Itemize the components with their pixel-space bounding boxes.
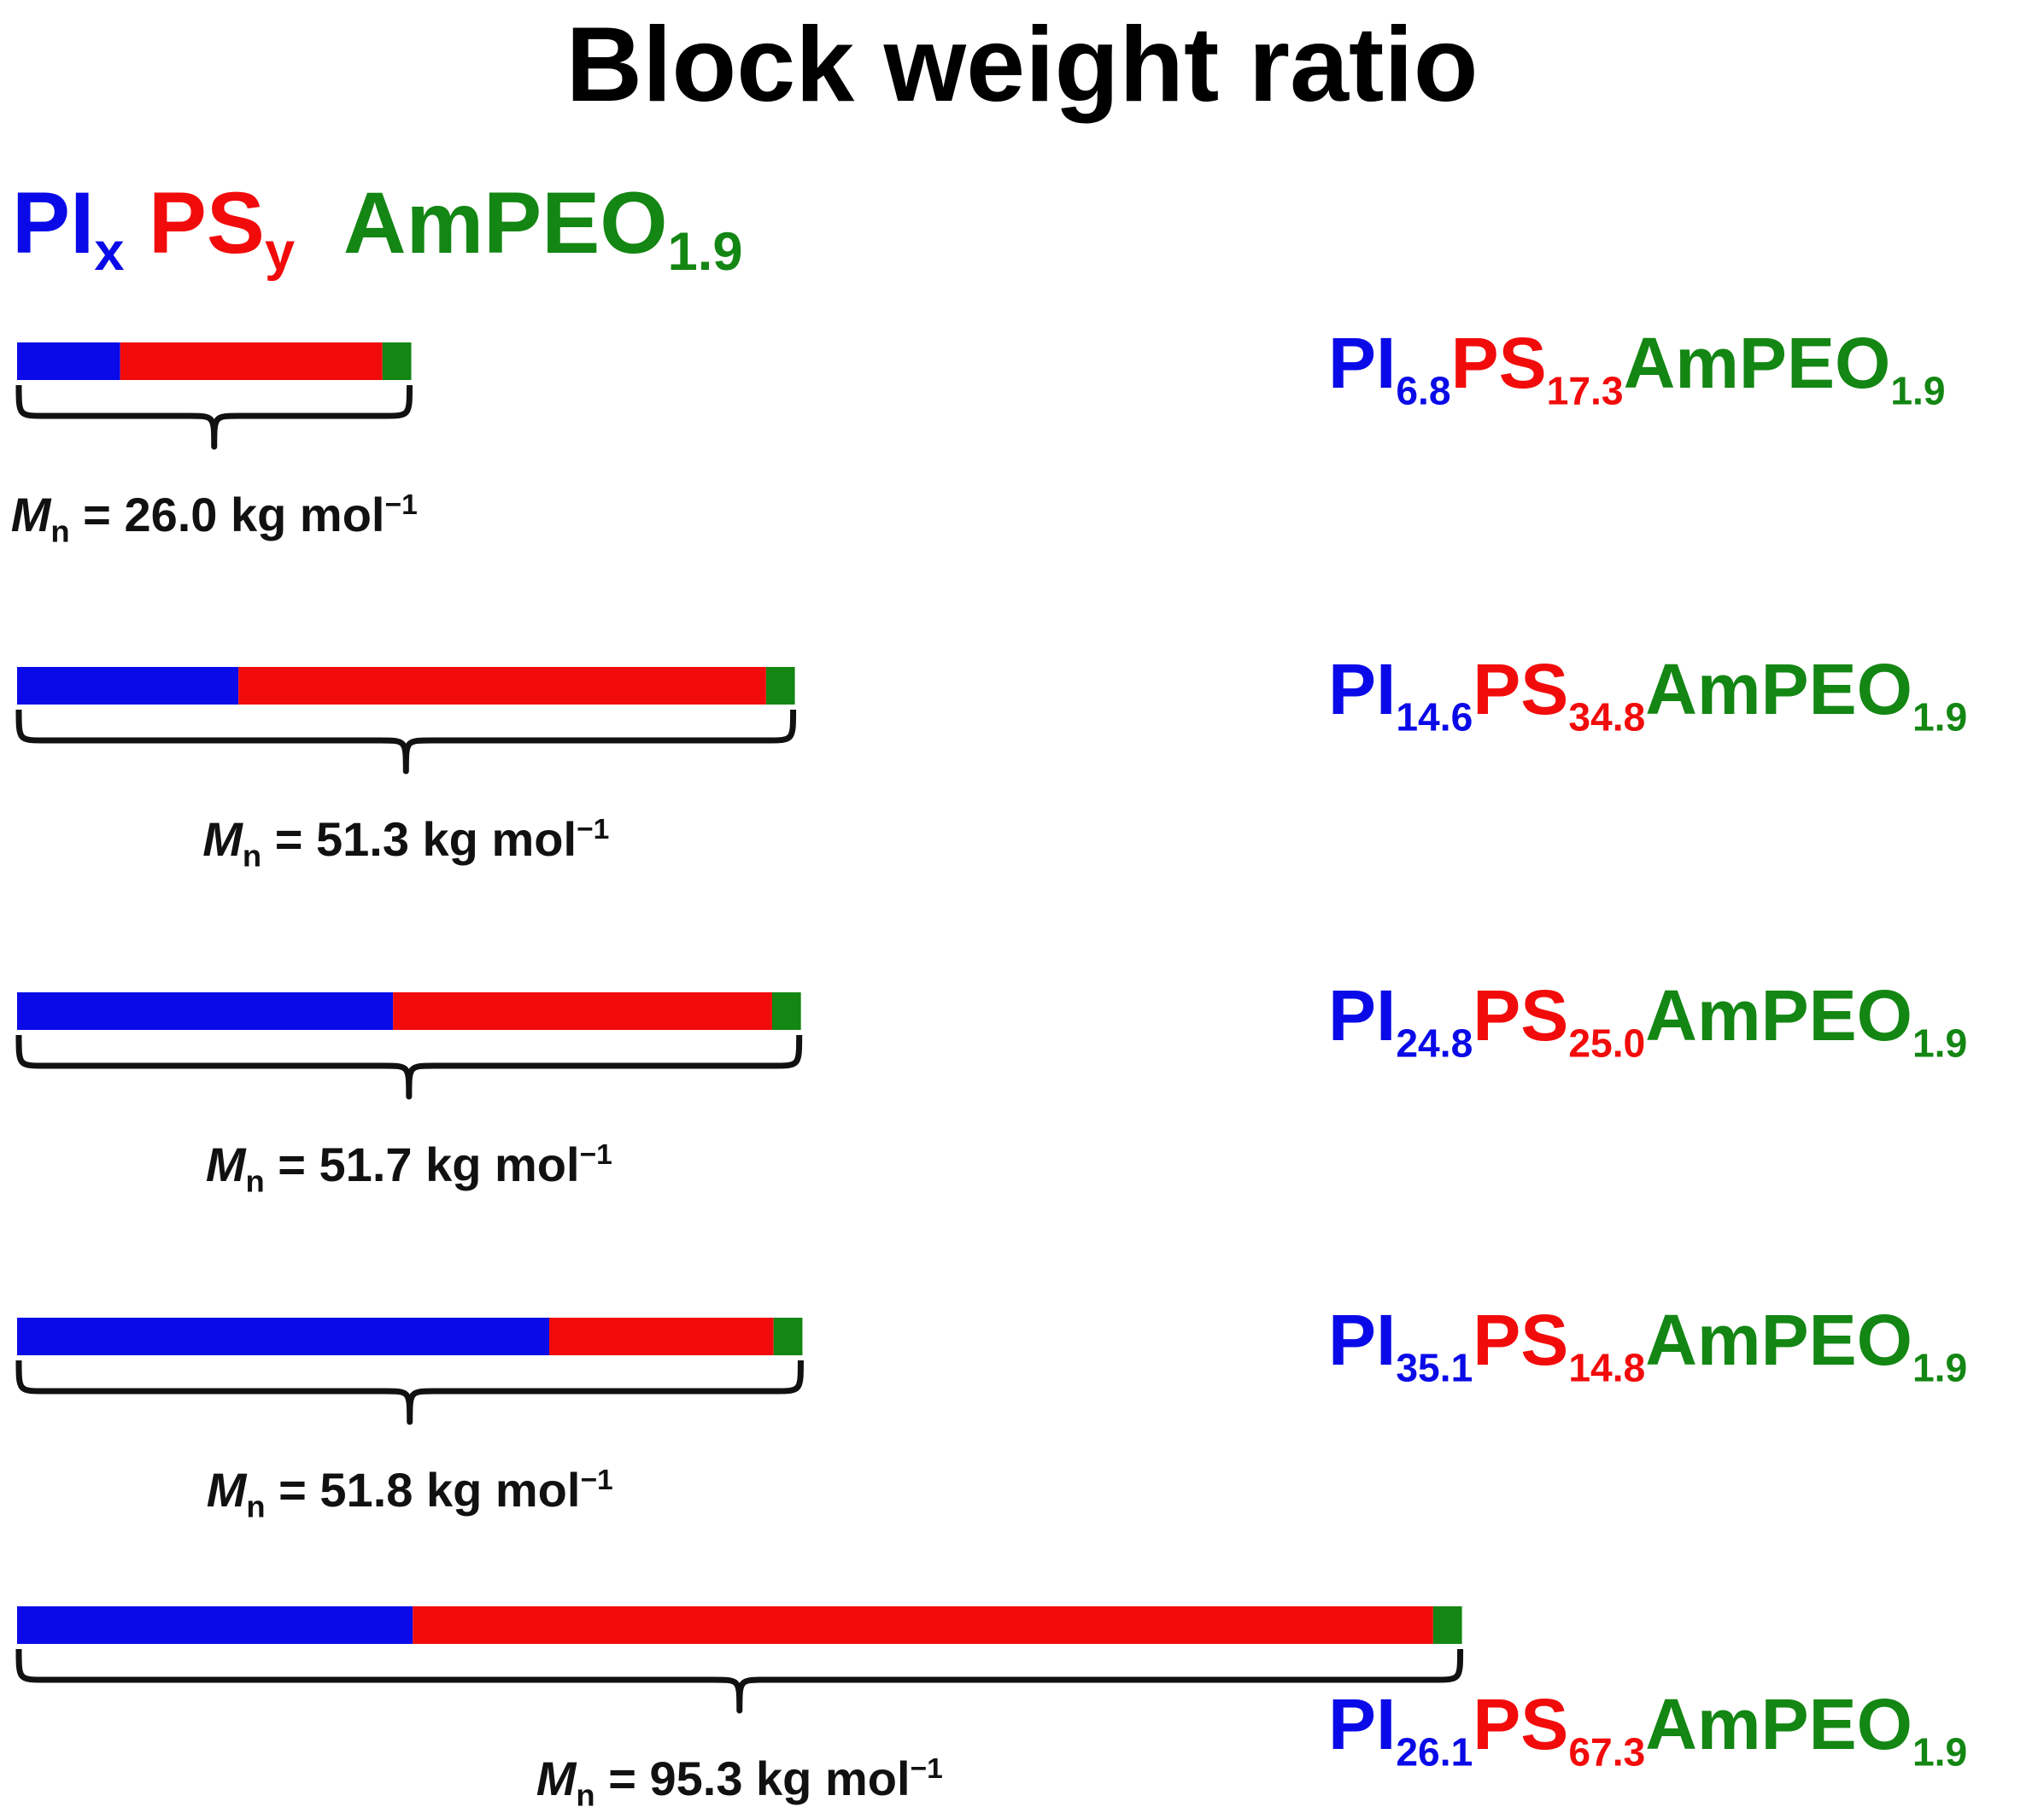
copolymer-formula: PI35.1PS14.8AmPEO1.9 (1328, 1300, 1968, 1390)
ps-block-bar (549, 1318, 774, 1355)
pi-block-bar (17, 1606, 413, 1644)
molar-mass-label: Mn = 51.3 kg mol−1 (202, 812, 610, 874)
peo-block-bar (771, 992, 801, 1030)
chain-brace (15, 1360, 804, 1425)
ps-block-bar (238, 667, 766, 705)
peo-block-bar (773, 1318, 803, 1355)
molar-mass-label: Mn = 26.0 kg mol−1 (10, 488, 418, 549)
pi-block-bar (17, 992, 394, 1030)
legend-ps: PSy (148, 174, 296, 283)
page-title: Block weight ratio (565, 6, 1479, 124)
pi-block-bar (17, 342, 120, 380)
pi-block-bar (17, 667, 239, 705)
molar-mass-label: Mn = 95.3 kg mol−1 (536, 1752, 943, 1813)
molar-mass-label: Mn = 51.7 kg mol−1 (205, 1138, 612, 1199)
copolymer-formula: PI14.6PS34.8AmPEO1.9 (1328, 649, 1968, 740)
peo-block-bar (382, 342, 412, 380)
legend-pi: PIx (12, 174, 125, 283)
peo-block-bar (1432, 1606, 1462, 1644)
ps-block-bar (413, 1606, 1433, 1644)
legend-peo: AmPEO1.9 (343, 174, 743, 283)
block-legend: PIx PSy AmPEO1.9 (12, 179, 743, 279)
ps-block-bar (393, 992, 772, 1030)
chain-brace (15, 1034, 803, 1100)
molar-mass-label: Mn = 51.8 kg mol−1 (206, 1463, 613, 1524)
pi-block-bar (17, 1318, 550, 1355)
peo-block-bar (765, 667, 795, 705)
copolymer-formula: PI6.8PS17.3AmPEO1.9 (1328, 323, 1946, 413)
copolymer-formula: PI24.8PS25.0AmPEO1.9 (1328, 975, 1968, 1066)
copolymer-formula: PI26.1PS67.3AmPEO1.9 (1328, 1684, 1968, 1775)
chain-brace (15, 384, 413, 450)
chain-brace (15, 1648, 1464, 1714)
chain-brace (15, 709, 797, 775)
ps-block-bar (120, 342, 383, 380)
